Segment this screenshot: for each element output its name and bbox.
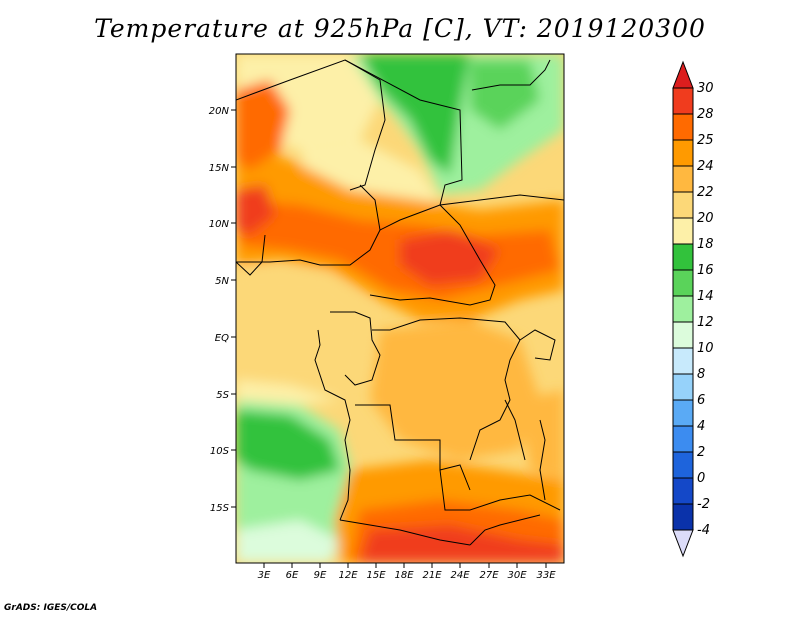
lon-label: 12E — [338, 570, 358, 581]
colorbar-box — [672, 217, 694, 245]
colorbar-label: 12 — [697, 315, 714, 330]
lon-label: 33E — [536, 570, 556, 581]
colorbar-label: 6 — [697, 393, 705, 408]
lat-label: 10N — [209, 219, 230, 230]
colorbar-label: -2 — [697, 497, 710, 512]
colorbar-label: 0 — [697, 471, 705, 486]
credit-text: GrADS: IGES/COLA — [4, 603, 98, 613]
map-frame — [235, 53, 565, 564]
colorbar-box — [672, 399, 694, 427]
colorbar-label: -4 — [697, 523, 710, 538]
colorbar-label: 14 — [697, 289, 714, 304]
lon-label: 24E — [450, 570, 470, 581]
lat-label: 5N — [215, 276, 229, 287]
colorbar-label: 16 — [697, 263, 714, 278]
colorbar-label: 8 — [697, 367, 705, 382]
colorbar-label: 20 — [697, 211, 714, 226]
lon-label: 18E — [394, 570, 414, 581]
colorbar-box — [672, 87, 694, 115]
colorbar-box — [672, 477, 694, 505]
colorbar-box — [672, 243, 694, 271]
country-borders — [236, 59, 564, 546]
colorbar-box — [672, 425, 694, 453]
lon-label: 15E — [366, 570, 386, 581]
map-title: Temperature at 925hPa [C], VT: 201912030… — [94, 14, 706, 43]
lat-label: 5S — [216, 390, 229, 401]
colorbar-label: 28 — [697, 107, 714, 122]
colorbar-label: 22 — [697, 185, 714, 200]
colorbar-label: 18 — [697, 237, 714, 252]
lon-label: 27E — [479, 570, 499, 581]
lat-label: 10S — [210, 446, 230, 457]
colorbar-box — [672, 373, 694, 401]
lon-label: 30E — [507, 570, 527, 581]
colorbar-box — [672, 139, 694, 167]
lon-label: 9E — [314, 570, 327, 581]
lon-label: 3E — [258, 570, 271, 581]
colorbar-bottom-arrow — [672, 529, 694, 558]
colorbar-label: 4 — [697, 419, 705, 434]
temperature-field — [236, 54, 564, 563]
colorbar-box — [672, 321, 694, 349]
colorbar-box — [672, 269, 694, 297]
colorbar-box — [672, 165, 694, 193]
lat-label: 15S — [210, 503, 230, 514]
lon-axis: 3E 6E 9E 12E 15E 18E 21E 24E 27E 30E 33E — [258, 563, 556, 581]
lat-label: 15N — [209, 163, 230, 174]
colorbar-label: 2 — [697, 445, 705, 460]
colorbar-top-arrow — [672, 60, 694, 89]
colorbar-box — [672, 295, 694, 323]
colorbar-label: 25 — [697, 133, 714, 148]
lat-axis: 20N 15N 10N 5N EQ 5S 10S 15S — [209, 106, 236, 514]
colorbar-box — [672, 113, 694, 141]
lon-label: 6E — [286, 570, 299, 581]
colorbar-label: 24 — [697, 159, 714, 174]
colorbar-box — [672, 451, 694, 479]
colorbar-box — [672, 347, 694, 375]
lon-label: 21E — [422, 570, 442, 581]
colorbar-box — [672, 503, 694, 531]
colorbar-box — [672, 191, 694, 219]
lat-label: EQ — [215, 333, 229, 344]
colorbar-label: 30 — [697, 81, 714, 96]
lat-label: 20N — [209, 106, 230, 117]
colorbar-label: 10 — [697, 341, 714, 356]
